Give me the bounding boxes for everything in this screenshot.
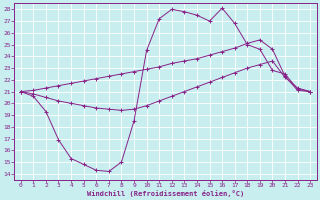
- X-axis label: Windchill (Refroidissement éolien,°C): Windchill (Refroidissement éolien,°C): [87, 190, 244, 197]
